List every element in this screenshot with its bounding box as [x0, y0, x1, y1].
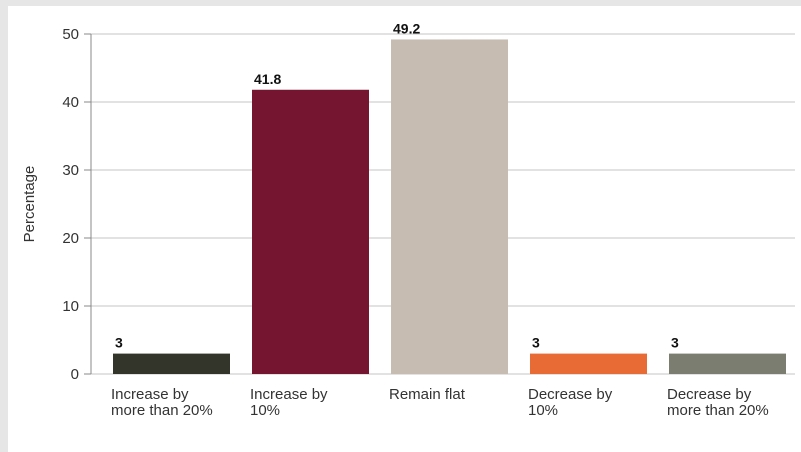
data-label: 3 — [532, 335, 540, 351]
chart-panel: 0 10 20 30 40 50 Percentage 3 41.8 49.2 3 3 Incre… — [8, 6, 801, 452]
x-category-label: 10% — [528, 402, 558, 419]
bar — [669, 353, 786, 374]
x-category-label: Decrease by — [528, 386, 613, 403]
y-tick-label: 50 — [62, 26, 79, 43]
data-label: 3 — [671, 335, 679, 351]
x-category-label: more than 20% — [667, 402, 769, 419]
bar — [113, 353, 230, 374]
y-axis-ticks: 0 10 20 30 40 50 — [62, 26, 79, 383]
data-labels: 3 41.8 49.2 3 3 — [115, 20, 679, 350]
y-tick-label: 0 — [71, 366, 79, 383]
y-tick-label: 10 — [62, 298, 79, 315]
data-label: 41.8 — [254, 71, 281, 87]
y-tick-label: 30 — [62, 162, 79, 179]
x-category-label: Decrease by — [667, 386, 752, 403]
y-tick-label: 40 — [62, 94, 79, 111]
x-category-label: Remain flat — [389, 386, 466, 403]
bar — [530, 353, 647, 374]
bar — [391, 39, 508, 374]
x-category-label: Increase by — [250, 386, 328, 403]
y-axis-label: Percentage — [21, 166, 38, 243]
bar-chart: 0 10 20 30 40 50 Percentage 3 41.8 49.2 3 3 Incre… — [21, 20, 795, 419]
bars — [113, 39, 786, 374]
x-category-label: more than 20% — [111, 402, 213, 419]
data-label: 49.2 — [393, 20, 420, 36]
bar — [252, 89, 369, 374]
x-category-label: 10% — [250, 402, 280, 419]
x-category-label: Increase by — [111, 386, 189, 403]
y-tick-label: 20 — [62, 230, 79, 247]
data-label: 3 — [115, 335, 123, 351]
